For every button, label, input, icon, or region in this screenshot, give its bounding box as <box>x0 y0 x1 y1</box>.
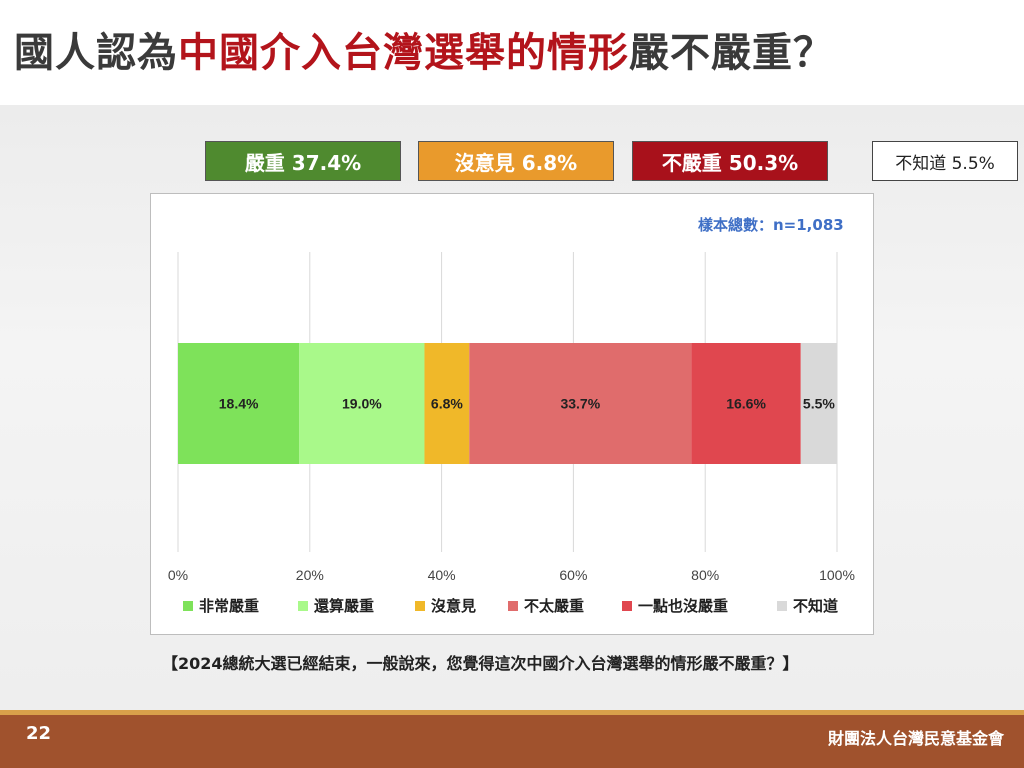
data-label: 16.6% <box>726 396 766 412</box>
survey-question: 【2024總統大選已經結束，一般說來，您覺得這次中國介入台灣選舉的情形嚴不嚴重？… <box>162 654 799 673</box>
bar-segment <box>299 343 425 464</box>
x-tick-label: 20% <box>296 567 324 583</box>
legend-swatch <box>298 601 308 611</box>
data-label: 6.8% <box>431 396 463 412</box>
legend-swatch <box>777 601 787 611</box>
legend-label: 一點也沒嚴重 <box>638 597 728 615</box>
data-label: 19.0% <box>342 396 382 412</box>
data-label: 18.4% <box>219 396 259 412</box>
bar-segment <box>178 343 300 464</box>
legend-swatch <box>508 601 518 611</box>
bar-segment <box>800 343 837 464</box>
data-label: 5.5% <box>803 396 835 412</box>
summary-not-severe-box: 不嚴重 50.3% <box>632 141 828 181</box>
title-part1: 國人認為 <box>14 30 178 76</box>
legend-swatch <box>183 601 193 611</box>
legend-label: 非常嚴重 <box>199 597 259 615</box>
bar-segment <box>691 343 801 464</box>
x-tick-label: 100% <box>819 567 855 583</box>
footer-bar <box>0 710 1024 768</box>
sample-size-label: 樣本總數：n=1,083 <box>698 216 844 234</box>
summary-unknown-box: 不知道 5.5% <box>872 141 1018 181</box>
title-part2: 嚴不嚴重？ <box>629 30 834 76</box>
slide-title: 國人認為中國介入台灣選舉的情形嚴不嚴重？ <box>14 20 834 78</box>
legend-swatch <box>622 601 632 611</box>
legend-label: 不知道 <box>793 597 838 615</box>
bar-segment <box>424 343 470 464</box>
x-tick-label: 40% <box>428 567 456 583</box>
legend-swatch <box>415 601 425 611</box>
summary-no-opinion-box: 沒意見 6.8% <box>418 141 614 181</box>
x-tick-label: 60% <box>559 567 587 583</box>
legend-label: 沒意見 <box>431 597 476 615</box>
x-tick-label: 80% <box>691 567 719 583</box>
summary-severe-box: 嚴重 37.4% <box>205 141 401 181</box>
title-highlight: 中國介入台灣選舉的情形 <box>178 30 629 76</box>
bar-segment <box>469 343 692 464</box>
x-tick-label: 0% <box>168 567 188 583</box>
data-label: 33.7% <box>560 396 600 412</box>
page-number: 22 <box>26 723 52 744</box>
legend-label: 不太嚴重 <box>524 597 584 615</box>
organization-name: 財團法人台灣民意基金會 <box>827 729 1004 748</box>
legend-label: 還算嚴重 <box>314 597 374 615</box>
